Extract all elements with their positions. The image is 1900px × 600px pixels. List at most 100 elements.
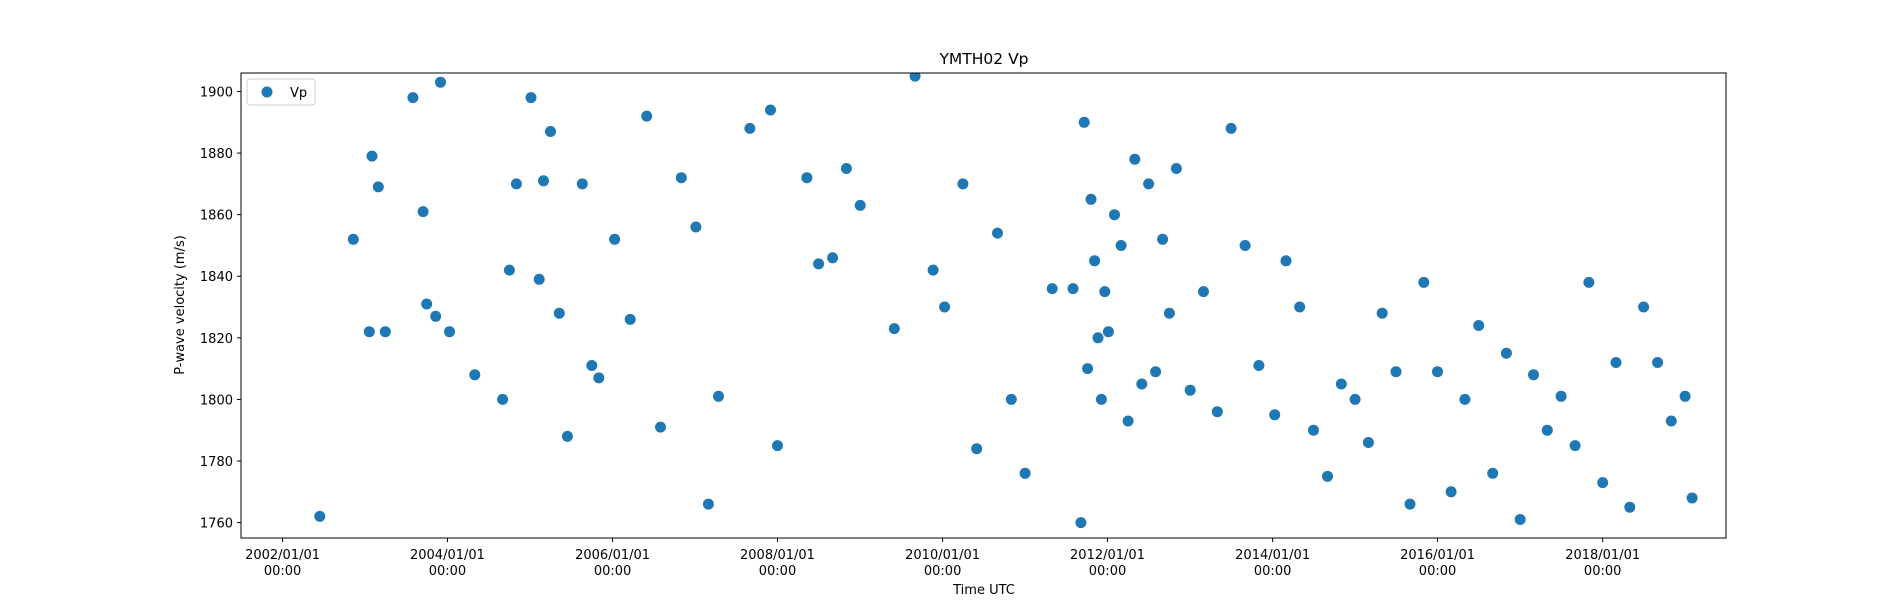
data-point: [1067, 283, 1079, 295]
data-point: [957, 178, 969, 190]
data-point: [1211, 406, 1223, 418]
x-tick-label: 2018/01/01: [1565, 548, 1640, 563]
data-point: [1665, 415, 1677, 427]
data-point: [1541, 424, 1553, 436]
data-point: [347, 233, 359, 245]
data-point: [1184, 384, 1196, 396]
data-point: [1198, 286, 1209, 298]
data-point: [1078, 116, 1090, 128]
y-tick-label: 1800: [200, 393, 233, 408]
data-point: [1624, 501, 1636, 513]
data-point: [1085, 193, 1097, 205]
x-tick-label: 2014/01/01: [1235, 548, 1310, 563]
data-point: [1005, 393, 1017, 405]
legend-box: [246, 78, 316, 106]
data-point: [801, 172, 813, 184]
data-point: [1390, 366, 1402, 378]
y-tick-label: 1780: [200, 455, 233, 470]
y-tick-label: 1880: [200, 147, 233, 162]
x-axis: 2002/01/0100:002004/01/0100:002006/01/01…: [245, 538, 1640, 579]
data-point: [417, 206, 429, 218]
legend[interactable]: Vp: [246, 78, 316, 106]
data-point: [1583, 276, 1595, 288]
y-tick-label: 1820: [200, 332, 233, 347]
chart-title: YMTH02 Vp: [938, 50, 1028, 68]
data-point: [624, 313, 636, 325]
data-point: [1019, 467, 1031, 479]
data-point: [1075, 517, 1087, 529]
data-point: [888, 323, 900, 335]
legend-marker-vp: [261, 86, 273, 98]
data-point: [1157, 233, 1169, 245]
data-point: [593, 372, 605, 384]
data-point: [366, 150, 378, 162]
data-point: [553, 307, 565, 319]
data-point: [1362, 437, 1374, 448]
data-point: [1109, 209, 1120, 221]
data-point: [1102, 326, 1114, 338]
data-point: [1239, 240, 1251, 251]
data-point: [1528, 369, 1539, 381]
data-point: [655, 421, 666, 433]
data-point: [1115, 240, 1127, 251]
data-point: [1280, 255, 1292, 267]
data-point: [1163, 307, 1175, 319]
data-point: [1638, 301, 1650, 313]
data-point: [1459, 393, 1471, 405]
data-point: [772, 440, 783, 452]
data-point: [1432, 366, 1443, 378]
data-point: [1597, 477, 1609, 489]
data-point: [1514, 514, 1526, 525]
data-point: [1473, 320, 1485, 331]
data-point: [497, 393, 509, 405]
data-point: [713, 390, 724, 402]
x-tick-label: 2016/01/01: [1400, 548, 1475, 563]
data-point: [525, 92, 537, 104]
x-tick-label: 2010/01/01: [905, 548, 980, 563]
data-point: [1487, 467, 1499, 479]
data-point: [586, 360, 598, 371]
data-point: [576, 178, 588, 190]
data-point: [1099, 286, 1111, 298]
data-point: [407, 92, 419, 104]
plot-frame: [240, 72, 1727, 539]
data-point: [538, 175, 549, 187]
y-tick-label: 1840: [200, 270, 233, 285]
x-tick-label: 2004/01/01: [410, 548, 485, 563]
data-point: [435, 76, 446, 88]
data-point: [1269, 409, 1281, 421]
x-tick-label: 2012/01/01: [1070, 548, 1145, 563]
x-tick-label-time: 00:00: [924, 564, 961, 579]
x-tick-label-time: 00:00: [1254, 564, 1291, 579]
x-tick-label-time: 00:00: [1419, 564, 1456, 579]
x-tick-label-time: 00:00: [594, 564, 631, 579]
data-point: [854, 199, 866, 211]
data-point: [561, 430, 573, 442]
data-point: [545, 126, 556, 137]
data-point: [1445, 486, 1457, 498]
data-point: [813, 258, 825, 270]
data-point: [1225, 122, 1237, 134]
data-point: [675, 172, 687, 184]
data-point: [503, 264, 515, 276]
x-tick-label-time: 00:00: [264, 564, 301, 579]
data-point: [444, 326, 455, 338]
data-point: [1418, 276, 1430, 288]
y-tick-label: 1760: [200, 517, 233, 532]
data-point: [702, 498, 714, 510]
data-point: [379, 326, 391, 338]
data-point: [840, 163, 852, 174]
data-point: [1253, 360, 1265, 371]
data-point: [690, 221, 702, 233]
data-point: [744, 122, 756, 134]
data-point: [1308, 424, 1319, 436]
data-point: [510, 178, 522, 190]
data-point: [1129, 153, 1141, 165]
data-point: [1294, 301, 1306, 313]
x-tick-label: 2002/01/01: [245, 548, 320, 563]
data-point: [363, 326, 375, 338]
data-point: [1679, 390, 1691, 402]
data-point: [430, 310, 442, 322]
data-point: [1143, 178, 1155, 190]
x-tick-label-time: 00:00: [1089, 564, 1126, 579]
